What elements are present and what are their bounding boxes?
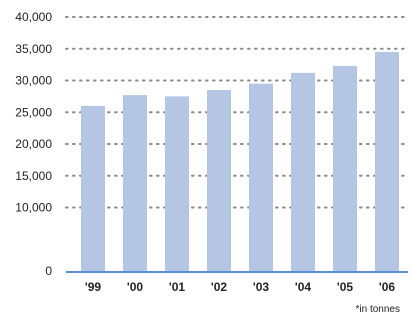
x-tick-label: '99 xyxy=(85,280,102,294)
x-tick-label: '01 xyxy=(169,280,186,294)
bar xyxy=(81,105,105,272)
bar xyxy=(123,95,147,271)
bars xyxy=(81,51,399,272)
x-tick-label: '05 xyxy=(337,280,354,294)
bar xyxy=(333,65,357,272)
x-tick-label: '00 xyxy=(127,280,144,294)
bar xyxy=(165,96,189,271)
y-axis-ticks: 0 10,000 15,000 20,000 25,000 30,000 35,000 40,… xyxy=(15,10,52,278)
footnote: *in tonnes xyxy=(356,304,400,315)
y-tick-label: 40,000 xyxy=(15,10,52,24)
bar xyxy=(249,83,273,271)
x-tick-label: '03 xyxy=(253,280,270,294)
y-tick-label: 20,000 xyxy=(15,137,52,151)
y-tick-label: 30,000 xyxy=(15,74,52,88)
y-tick-label: 15,000 xyxy=(15,169,52,183)
y-tick-label: 25,000 xyxy=(15,105,52,119)
bar xyxy=(375,51,399,271)
x-axis-ticks: '99 '00 '01 '02 '03 '04 '05 '06 xyxy=(85,280,396,294)
x-tick-label: '02 xyxy=(211,280,228,294)
bar xyxy=(207,90,231,272)
x-tick-label: '06 xyxy=(379,280,396,294)
bar xyxy=(291,72,315,271)
x-tick-label: '04 xyxy=(295,280,312,294)
y-tick-label: 35,000 xyxy=(15,42,52,56)
y-tick-label: 10,000 xyxy=(15,201,52,215)
y-tick-label: 0 xyxy=(45,264,52,278)
